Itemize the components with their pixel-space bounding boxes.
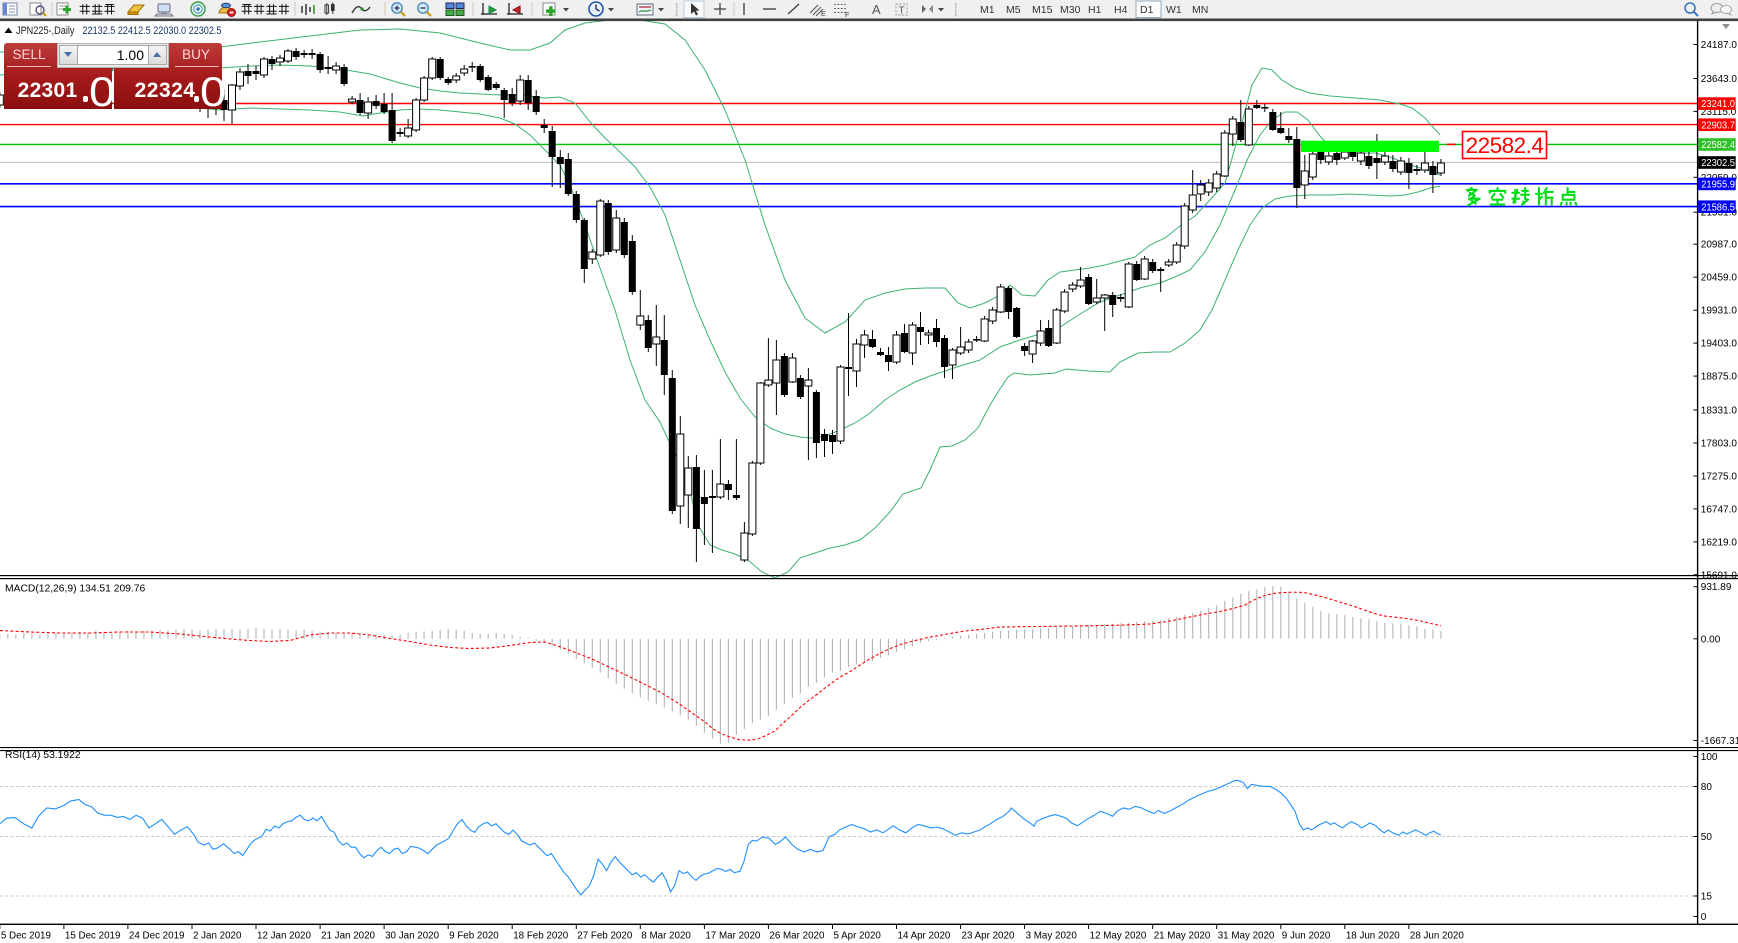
svg-text:931.89: 931.89	[1701, 582, 1732, 593]
svg-text:18331.0: 18331.0	[1701, 406, 1738, 417]
svg-text:19931.0: 19931.0	[1701, 306, 1738, 317]
svg-text:12 Jan 2020: 12 Jan 2020	[257, 931, 311, 942]
svg-text:23 Apr 2020: 23 Apr 2020	[962, 931, 1015, 942]
svg-text:M1: M1	[980, 4, 995, 16]
svg-text:19403.0: 19403.0	[1701, 339, 1738, 350]
svg-text:15 Dec 2019: 15 Dec 2019	[65, 931, 121, 942]
svg-text:8 Mar 2020: 8 Mar 2020	[641, 931, 691, 942]
svg-text:22903.7: 22903.7	[1701, 120, 1735, 131]
svg-text:9 Jun 2020: 9 Jun 2020	[1282, 931, 1331, 942]
svg-text:F: F	[845, 12, 849, 19]
svg-text:23643.0: 23643.0	[1701, 74, 1738, 85]
svg-text:21586.5: 21586.5	[1701, 202, 1735, 213]
svg-text:17 Mar 2020: 17 Mar 2020	[705, 931, 761, 942]
svg-text:5 Apr 2020: 5 Apr 2020	[833, 931, 881, 942]
svg-text:0.00: 0.00	[1701, 634, 1721, 645]
svg-text:17803.0: 17803.0	[1701, 439, 1738, 450]
svg-text:15691.0: 15691.0	[1701, 570, 1738, 581]
svg-text:22582.4: 22582.4	[1701, 140, 1735, 151]
svg-text:24 Dec 2019: 24 Dec 2019	[129, 931, 185, 942]
svg-text:18875.0: 18875.0	[1701, 372, 1738, 383]
svg-text:12 May 2020: 12 May 2020	[1090, 931, 1147, 942]
svg-text:-1667.31: -1667.31	[1701, 736, 1738, 747]
svg-text:T: T	[899, 6, 905, 17]
svg-text:14 Apr 2020: 14 Apr 2020	[898, 931, 951, 942]
svg-text:31 May 2020: 31 May 2020	[1218, 931, 1275, 942]
svg-text:16747.0: 16747.0	[1701, 504, 1738, 515]
svg-text:16219.0: 16219.0	[1701, 537, 1738, 548]
svg-text:20987.0: 20987.0	[1701, 240, 1738, 251]
svg-text:W1: W1	[1166, 4, 1182, 16]
svg-text:18 Jun 2020: 18 Jun 2020	[1346, 931, 1400, 942]
svg-text:2 Jan 2020: 2 Jan 2020	[193, 931, 242, 942]
svg-text:23241.0: 23241.0	[1701, 99, 1735, 110]
svg-text:D1: D1	[1140, 4, 1154, 16]
svg-text:5 Dec 2019: 5 Dec 2019	[1, 931, 51, 942]
svg-text:21955.9: 21955.9	[1701, 180, 1735, 191]
svg-text:MACD(12,26,9) 134.51 209.76: MACD(12,26,9) 134.51 209.76	[5, 584, 146, 595]
svg-text:22132.5 22412.5 22030.0 22302.: 22132.5 22412.5 22030.0 22302.5	[83, 25, 222, 37]
svg-text:20459.0: 20459.0	[1701, 273, 1738, 284]
svg-text:0: 0	[1701, 912, 1707, 923]
svg-text:22582.4: 22582.4	[1466, 133, 1544, 158]
svg-text:M15: M15	[1032, 4, 1053, 16]
svg-text:26 Mar 2020: 26 Mar 2020	[769, 931, 825, 942]
svg-text:M5: M5	[1006, 4, 1021, 16]
svg-text:23115.0: 23115.0	[1701, 107, 1737, 118]
svg-text:22302.5: 22302.5	[1701, 158, 1735, 169]
svg-text:21 Jan 2020: 21 Jan 2020	[321, 931, 375, 942]
svg-text:RSI(14) 53.1922: RSI(14) 53.1922	[5, 750, 81, 761]
svg-text:21 May 2020: 21 May 2020	[1154, 931, 1211, 942]
svg-text:100: 100	[1701, 752, 1718, 763]
svg-text:E: E	[821, 11, 826, 18]
svg-text:A: A	[872, 2, 881, 17]
svg-text:80: 80	[1701, 782, 1713, 793]
svg-text:30 Jan 2020: 30 Jan 2020	[385, 931, 439, 942]
svg-text:18 Feb 2020: 18 Feb 2020	[513, 931, 569, 942]
svg-text:28 Jun 2020: 28 Jun 2020	[1410, 931, 1464, 942]
svg-text:9 Feb 2020: 9 Feb 2020	[449, 931, 499, 942]
svg-text:JPN225-,Daily: JPN225-,Daily	[16, 25, 75, 37]
svg-text:24187.0: 24187.0	[1701, 40, 1738, 51]
svg-text:H4: H4	[1114, 4, 1128, 16]
svg-text:27 Feb 2020: 27 Feb 2020	[577, 931, 633, 942]
svg-text:3 May 2020: 3 May 2020	[1026, 931, 1078, 942]
svg-text:21531.0: 21531.0	[1701, 208, 1738, 219]
svg-text:17275.0: 17275.0	[1701, 472, 1738, 483]
svg-text:M30: M30	[1060, 4, 1081, 16]
svg-text:MN: MN	[1192, 4, 1208, 16]
svg-text:50: 50	[1701, 832, 1713, 843]
svg-text:15: 15	[1701, 892, 1713, 903]
svg-text:H1: H1	[1088, 4, 1102, 16]
